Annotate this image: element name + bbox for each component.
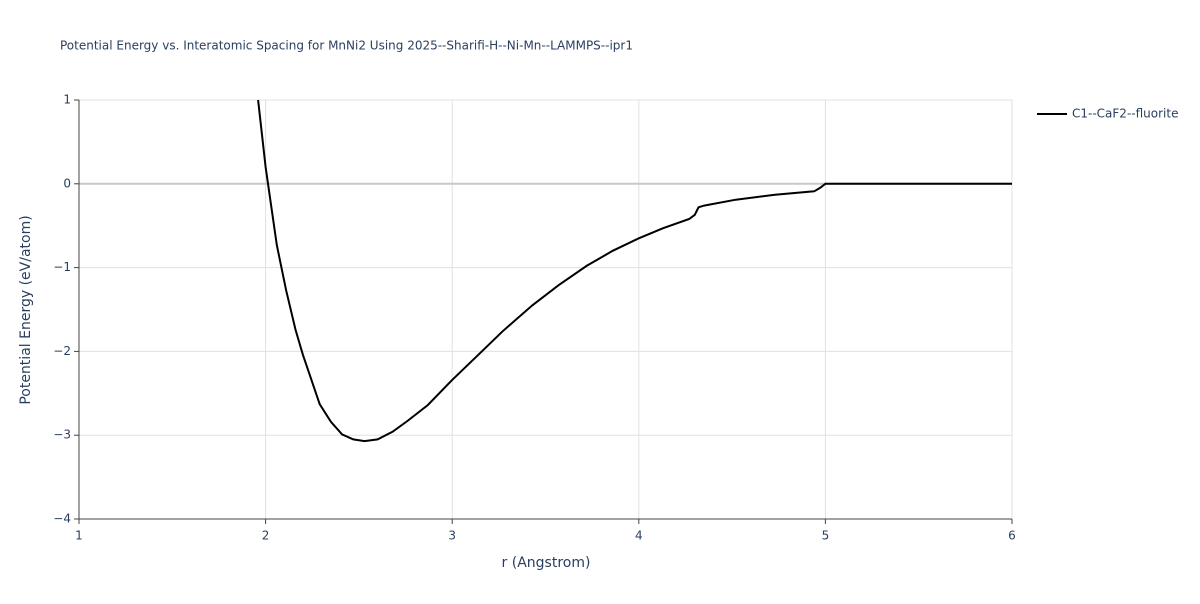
chart-title: Potential Energy vs. Interatomic Spacing… <box>60 39 633 53</box>
x-tick-label: 2 <box>262 529 270 543</box>
x-tick-label: 5 <box>822 529 830 543</box>
y-tick-label: 1 <box>63 93 71 107</box>
y-tick-label: −4 <box>53 512 71 526</box>
legend-label: C1--CaF2--fluorite <box>1072 107 1178 121</box>
y-tick-label: −3 <box>53 428 71 442</box>
x-tick-label: 6 <box>1008 529 1016 543</box>
y-tick-label: 0 <box>63 176 71 190</box>
data-line <box>257 99 1012 443</box>
x-tick-label: 3 <box>448 529 456 543</box>
x-axis-title: r (Angstrom) <box>502 555 591 571</box>
y-tick-label: −1 <box>53 260 71 274</box>
x-tick-label: 4 <box>635 529 643 543</box>
y-axis-title: Potential Energy (eV/atom) <box>18 215 34 404</box>
y-tick-label: −2 <box>53 344 71 358</box>
x-tick-label: 1 <box>75 529 83 543</box>
